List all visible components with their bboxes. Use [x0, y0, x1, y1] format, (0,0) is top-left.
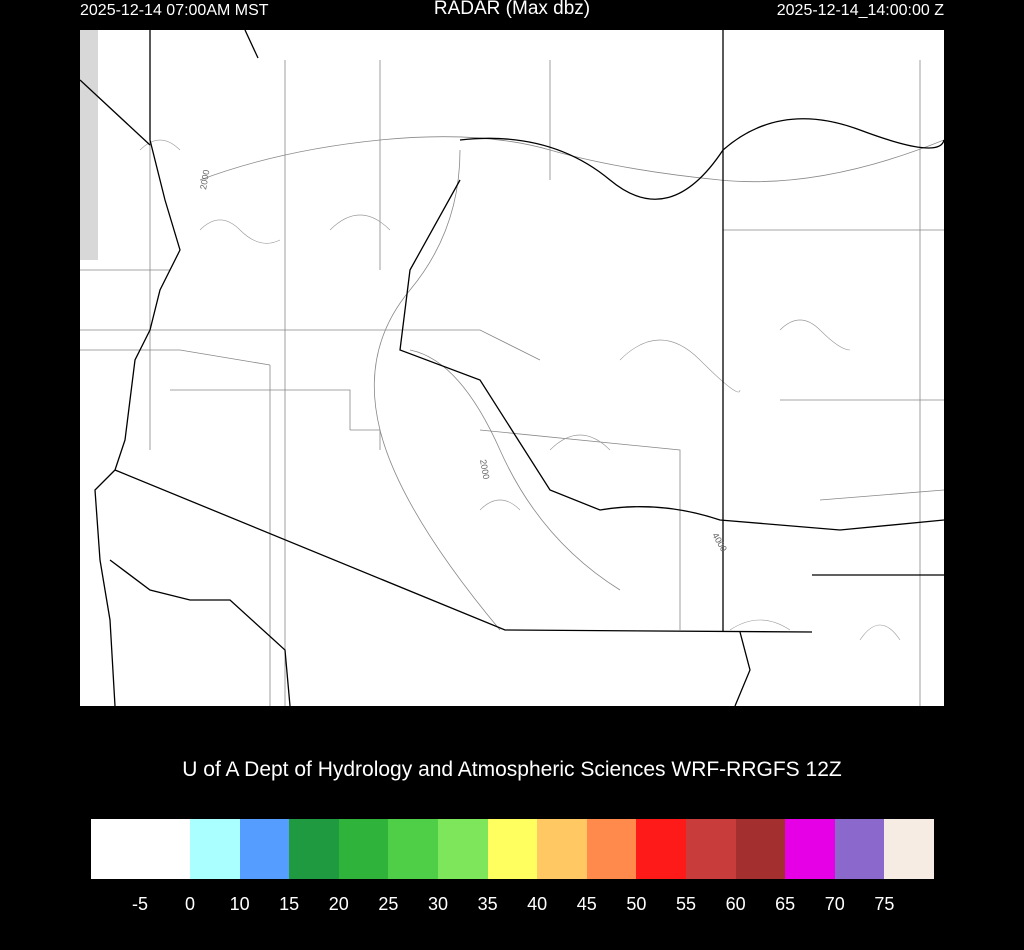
nv-ca-border	[79, 79, 151, 146]
colorbar-label: 15	[279, 894, 300, 914]
colorbar-segment	[636, 819, 686, 879]
colorbar-label: 40	[527, 894, 548, 914]
credit-text: U of A Dept of Hydrology and Atmospheric…	[182, 758, 842, 781]
contour-label: 4000	[710, 531, 729, 553]
colorbar-segment	[487, 819, 538, 879]
colorbar-segment	[289, 819, 339, 879]
colorbar-label: 20	[328, 894, 349, 914]
colorbar-segment	[388, 819, 438, 879]
contour-label: 2000	[198, 169, 211, 190]
colorado-river-border	[114, 30, 181, 471]
colorbar-segment	[537, 819, 587, 879]
colorbar-label: 30	[427, 894, 449, 914]
county-lines	[80, 60, 945, 706]
chart-title: RADAR (Max dbz)	[433, 0, 591, 19]
colorbar-label: 10	[229, 894, 250, 914]
colorbar-segment	[685, 819, 736, 879]
colorbar-segment	[884, 819, 934, 879]
colorbar-segment	[586, 819, 637, 879]
colorbar-segment	[437, 819, 488, 879]
colorbar-label: 50	[626, 894, 647, 914]
colorbar-segment	[735, 819, 786, 879]
local-time: 2025-12-14 07:00AM MST	[80, 2, 269, 19]
colorbar-segment	[190, 819, 240, 879]
terrain-contours	[139, 139, 901, 641]
colorbar-segment	[91, 819, 190, 879]
radar-map: 2000 2000 4000	[79, 29, 945, 707]
colorbar-label: 0	[184, 894, 196, 914]
colorbar-segment	[785, 819, 835, 879]
utc-time: 2025-12-14_14:00:00 Z	[776, 2, 944, 19]
state-borders	[79, 29, 945, 707]
colorbar-label: 70	[824, 894, 845, 914]
missing-data-strip	[80, 30, 98, 260]
river-border-top	[244, 29, 259, 59]
colorbar-segment	[239, 819, 290, 879]
colorbar	[91, 819, 934, 879]
rim-boundary	[399, 179, 945, 531]
contour-label: 2000	[478, 459, 491, 480]
colorbar-label: 35	[477, 894, 498, 914]
major-boundary	[459, 118, 945, 200]
us-mexico-border	[114, 469, 813, 633]
map-svg: 2000 2000 4000	[79, 29, 945, 707]
colorbar-label: 45	[576, 894, 597, 914]
colorbar-label: 75	[874, 894, 895, 914]
colorbar-segment	[338, 819, 389, 879]
colorbar-segment	[834, 819, 885, 879]
rio-border	[734, 631, 751, 707]
colorbar-label: 55	[675, 894, 697, 914]
baja-coast	[94, 469, 116, 707]
colorbar-label: 65	[775, 894, 796, 914]
colorbar-label: 60	[725, 894, 746, 914]
gulf-coast	[109, 559, 291, 707]
colorbar-label: 25	[378, 894, 399, 914]
colorbar-label: -5	[131, 894, 149, 914]
